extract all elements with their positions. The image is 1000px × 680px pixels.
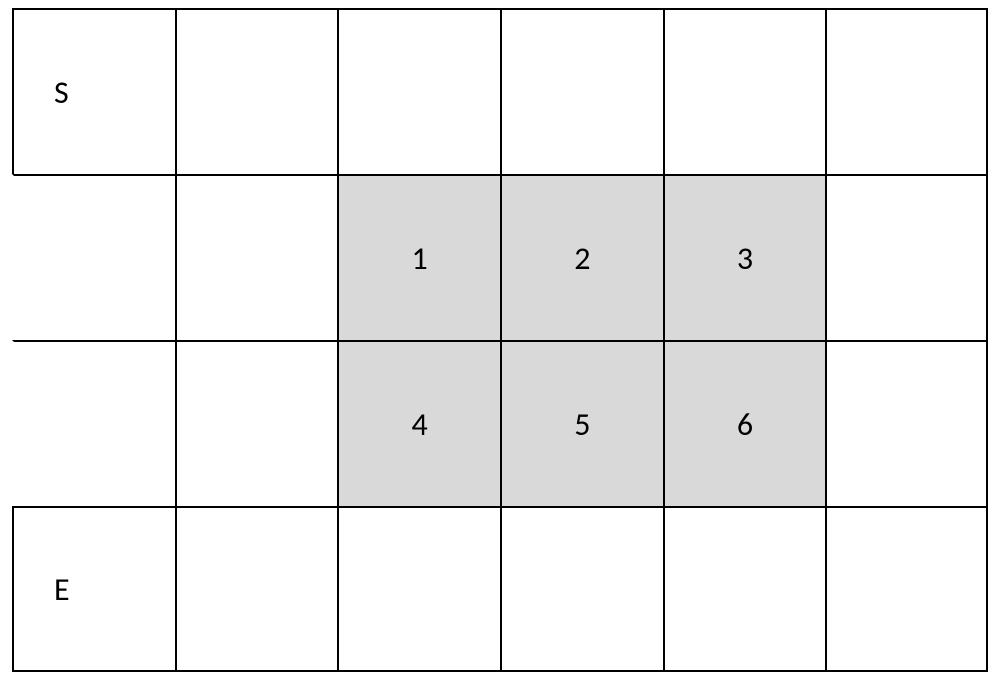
grid-cell-r2-c1 (175, 340, 338, 506)
grid-cell-r0-c3 (500, 8, 663, 174)
cell-label: 3 (737, 239, 753, 278)
grid-cell-r0-c1 (175, 8, 338, 174)
grid-cell-r0-c4 (663, 8, 826, 174)
cell-label: 1 (412, 239, 428, 278)
grid-cell-4: 4 (337, 340, 500, 506)
grid-cell-3: 3 (663, 174, 826, 340)
grid-cell-r3-c5 (825, 506, 988, 672)
grid-cell-e: E (12, 506, 175, 672)
grid-cell-r3-c2 (337, 506, 500, 672)
cell-label: S (54, 73, 69, 112)
cell-label: 4 (412, 405, 428, 444)
cell-label: 5 (574, 405, 590, 444)
grid-cell-r1-c5 (825, 174, 988, 340)
grid-cell-r0-c5 (825, 8, 988, 174)
grid-cell-r1-c1 (175, 174, 338, 340)
grid-cell-r3-c1 (175, 506, 338, 672)
grid-cell-6: 6 (663, 340, 826, 506)
grid-cell-r2-c5 (825, 340, 988, 506)
grid-cell-2: 2 (500, 174, 663, 340)
cell-label: 2 (574, 239, 590, 278)
grid-diagram: S 1 2 3 4 5 6 E (12, 8, 988, 672)
grid-cell-r3-c3 (500, 506, 663, 672)
grid-cell-r0-c2 (337, 8, 500, 174)
grid-cell-1: 1 (337, 174, 500, 340)
grid-cell-5: 5 (500, 340, 663, 506)
grid-cell-r3-c4 (663, 506, 826, 672)
cell-label: E (54, 570, 70, 609)
grid-cell-r1-c0 (12, 174, 175, 340)
grid-cell-s: S (12, 8, 175, 174)
cell-label: 6 (737, 405, 753, 444)
grid-cell-r2-c0 (12, 340, 175, 506)
